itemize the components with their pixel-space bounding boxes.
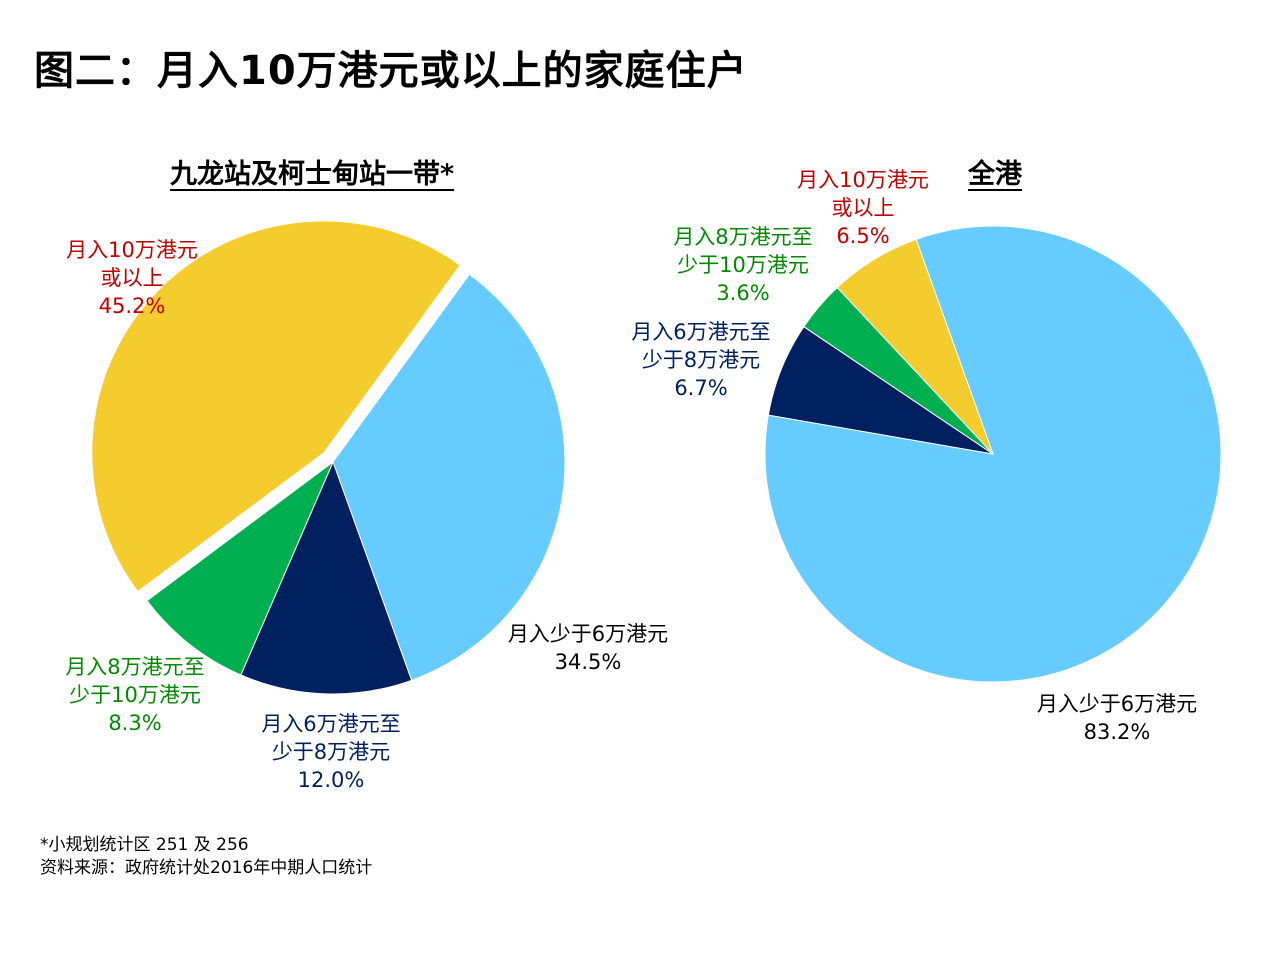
pie0-label-0: 月入少于6万港元 34.5% (508, 620, 668, 676)
slice-value-label: 83.2% (1083, 720, 1151, 744)
slice-label-line: 少于8万港元 (641, 348, 761, 372)
footnote-source: 资料来源：政府统计处2016年中期人口统计 (40, 858, 373, 878)
pie0-slice-3 (91, 220, 461, 593)
pie0-label-2: 月入8万港元至 少于10万港元 8.3% (65, 653, 204, 737)
slice-label-line: 少于8万港元 (271, 740, 391, 764)
slice-label-line: 月入10万港元 (66, 238, 198, 262)
pie1-slice-0 (764, 225, 1222, 683)
slice-label-line: 或以上 (100, 266, 164, 290)
chart-title: 图二：月入10万港元或以上的家庭住户 (34, 48, 748, 94)
slice-label-line: 月入6万港元至 (631, 320, 771, 344)
pie0-label-1: 月入6万港元至 少于8万港元 12.0% (261, 710, 400, 794)
pie0-slice-1 (240, 460, 413, 695)
pie0-slice-2 (146, 460, 335, 676)
pie1-label-3: 月入10万港元 或以上 6.5% (797, 166, 929, 250)
slice-label-line: 月入8万港元至 (673, 225, 813, 249)
pie1-label-0: 月入少于6万港元 83.2% (1037, 690, 1197, 746)
slice-label-line: 少于10万港元 (677, 253, 809, 277)
slice-value-label: 3.6% (716, 281, 770, 305)
slice-label-line: 或以上 (831, 196, 895, 220)
pie1-label-1: 月入6万港元至 少于8万港元 6.7% (631, 318, 770, 402)
left-pie-title: 九龙站及柯士甸站一带* (170, 159, 455, 190)
right-pie-title: 全港 (968, 159, 1022, 190)
slice-label-line: 月入少于6万港元 (507, 622, 669, 646)
slice-label-line: 少于10万港元 (69, 683, 201, 707)
pie0-slice-0 (332, 273, 566, 681)
slice-value-label: 45.2% (98, 294, 166, 318)
slice-label-line: 月入6万港元至 (261, 712, 401, 736)
slice-label-line: 月入8万港元至 (65, 655, 205, 679)
slice-value-label: 6.5% (836, 224, 890, 248)
pie1-slice-3 (836, 238, 994, 455)
slice-value-label: 34.5% (554, 650, 622, 674)
slice-value-label: 8.3% (108, 711, 162, 735)
slice-label-line: 月入10万港元 (797, 168, 929, 192)
pie0-label-3: 月入10万港元 或以上 45.2% (66, 236, 198, 320)
footnote-area: *小规划统计区 251 及 256 (40, 835, 249, 855)
slice-value-label: 12.0% (297, 768, 365, 792)
slice-label-line: 月入少于6万港元 (1036, 692, 1198, 716)
pie1-label-2: 月入8万港元至 少于10万港元 3.6% (673, 223, 812, 307)
slice-value-label: 6.7% (674, 376, 728, 400)
